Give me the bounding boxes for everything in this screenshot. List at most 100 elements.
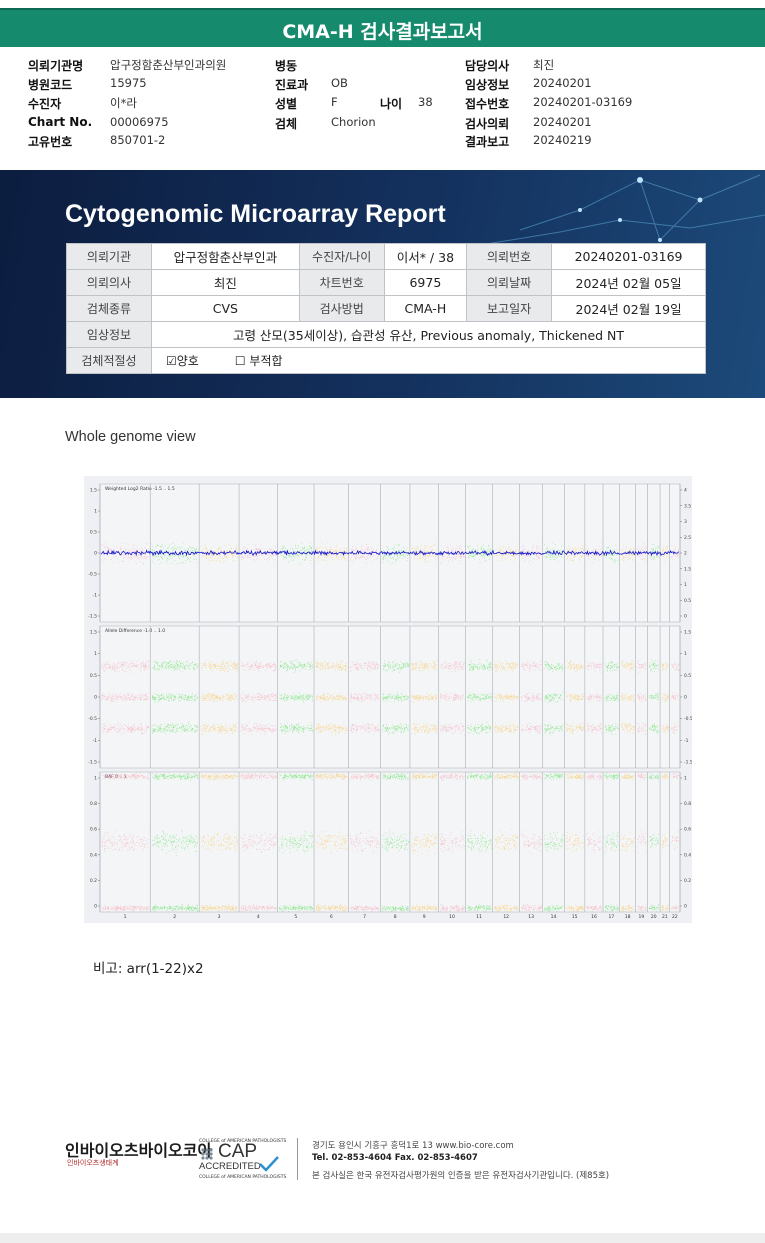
right-tick-label: 4 xyxy=(684,488,687,494)
probe-scatter xyxy=(521,773,542,912)
info-label: 병원코드 xyxy=(28,78,73,92)
left-tick-label: 0 xyxy=(94,551,97,557)
table-value: 6975 xyxy=(383,269,468,296)
chromosome-label: 17 xyxy=(609,914,615,920)
info-value: Chorion xyxy=(331,115,376,129)
table-value: 최진 xyxy=(151,269,300,296)
probe-scatter xyxy=(411,541,438,563)
probe-scatter xyxy=(200,660,239,735)
info-value: 20240219 xyxy=(533,133,592,147)
footer-divider xyxy=(297,1138,298,1180)
right-tick-label: 1 xyxy=(684,651,687,657)
table-label: 의뢰기관 xyxy=(66,243,152,270)
left-tick-label: -1 xyxy=(93,738,98,744)
probe-scatter xyxy=(411,660,438,735)
probe-scatter xyxy=(151,542,198,565)
network-node xyxy=(658,238,662,242)
chromosome-label: 22 xyxy=(672,914,678,920)
right-tick-label: 0.2 xyxy=(684,878,691,884)
chromosome-label: 15 xyxy=(572,914,578,920)
left-tick-label: 1 xyxy=(94,509,97,515)
table-row: 임상정보 고령 산모(35세이상), 습관성 유산, Previous anoma… xyxy=(66,321,706,348)
chromosome-label: 16 xyxy=(591,914,597,920)
table-value: 고령 산모(35세이상), 습관성 유산, Previous anomaly, … xyxy=(151,321,706,348)
right-tick-label: 0 xyxy=(684,614,687,620)
chromosome-label: 8 xyxy=(394,914,397,920)
cap-logo: CAP xyxy=(218,1141,258,1162)
chromosome-label: 1 xyxy=(124,914,127,920)
table-label: 의뢰의사 xyxy=(66,269,152,296)
table-value: CMA-H xyxy=(383,295,468,322)
probe-scatter xyxy=(101,542,150,565)
info-value: OB xyxy=(331,76,348,90)
panel-label: Allele Difference -1.0 .. 1.0 xyxy=(105,628,165,634)
chromosome-label: 12 xyxy=(503,914,509,920)
chromosome-label: 2 xyxy=(173,914,176,920)
report-title: Cytogenomic Microarray Report xyxy=(65,200,446,228)
network-node xyxy=(637,177,643,183)
table-label: 임상정보 xyxy=(66,321,152,348)
info-value: 15975 xyxy=(110,76,147,90)
probe-scatter xyxy=(200,773,239,912)
info-label: 나이 xyxy=(380,97,403,111)
info-label: 검체 xyxy=(275,117,298,131)
probe-scatter xyxy=(544,773,564,912)
check-option: ☑양호 xyxy=(166,354,199,368)
left-tick-label: 1 xyxy=(94,651,97,657)
info-label: 성별 xyxy=(275,97,298,111)
table-value: 압구정함춘산부인과 xyxy=(151,243,300,270)
left-tick-label: 0.6 xyxy=(90,827,97,833)
probe-scatter xyxy=(382,660,410,735)
left-tick-label: 1 xyxy=(94,776,97,782)
right-tick-label: 0.5 xyxy=(684,673,691,679)
table-label: 수진자/나이 xyxy=(298,243,385,270)
info-label: 접수번호 xyxy=(465,97,510,111)
table-label: 의뢰날짜 xyxy=(466,269,553,296)
network-node xyxy=(578,208,582,212)
info-label: 병동 xyxy=(275,59,298,73)
right-tick-label: -0.5 xyxy=(684,716,692,722)
table-label: 검체적절성 xyxy=(66,347,152,374)
probe-scatter xyxy=(350,773,380,912)
header-bar: CMA-H 검사결과보고서 xyxy=(0,8,765,47)
right-tick-label: 1 xyxy=(684,776,687,782)
table-value: 2024년 02월 05일 xyxy=(551,269,706,296)
info-value: 이*라 xyxy=(110,96,137,110)
chromosome-label: 11 xyxy=(476,914,482,920)
network-node xyxy=(697,197,703,203)
probe-scatter xyxy=(604,661,619,735)
left-tick-label: 0.8 xyxy=(90,801,97,807)
chromosome-label: 5 xyxy=(294,914,297,920)
probe-scatter xyxy=(661,772,669,911)
info-label: 검사의뢰 xyxy=(465,117,510,131)
left-tick-label: -1 xyxy=(93,593,98,599)
right-tick-label: 0.6 xyxy=(684,827,691,833)
info-value: 압구정함춘산부인과의원 xyxy=(110,58,227,72)
right-tick-label: 0.8 xyxy=(684,801,691,807)
notice: 본 검사실은 한국 유전자검사평가원의 인증을 받은 유전자검사기관입니다. (… xyxy=(312,1171,610,1181)
probe-scatter xyxy=(565,660,584,734)
table-label: 의뢰번호 xyxy=(466,243,553,270)
info-label: 담당의사 xyxy=(465,59,510,73)
table-label: 보고일자 xyxy=(466,295,553,322)
right-tick-label: 0.5 xyxy=(684,598,691,604)
right-tick-label: -1 xyxy=(684,738,689,744)
table-row: 검체종류 CVS 검사방법 CMA-H 보고일자 2024년 02월 19일 xyxy=(66,295,706,322)
right-tick-label: -1.5 xyxy=(684,760,692,766)
panel-frame xyxy=(99,625,681,769)
right-tick-label: 0 xyxy=(684,695,687,701)
probe-scatter xyxy=(586,661,603,735)
left-tick-label: 0.4 xyxy=(90,852,97,858)
table-label: 검체종류 xyxy=(66,295,152,322)
left-tick-label: 1.5 xyxy=(90,488,97,494)
table-row: 검체적절성 ☑양호 ☐ 부적합 xyxy=(66,347,706,374)
company-sub: 인바이오츠생태계 xyxy=(67,1159,119,1167)
contact: Tel. 02-853-4604 Fax. 02-853-4607 xyxy=(312,1153,478,1163)
chromosome-label: 19 xyxy=(639,914,645,920)
chromosome-label: 3 xyxy=(218,914,221,920)
probe-scatter xyxy=(382,773,409,913)
info-label: Chart No. xyxy=(28,115,93,129)
right-tick-label: 1 xyxy=(684,582,687,588)
info-value: 850701-2 xyxy=(110,133,166,147)
